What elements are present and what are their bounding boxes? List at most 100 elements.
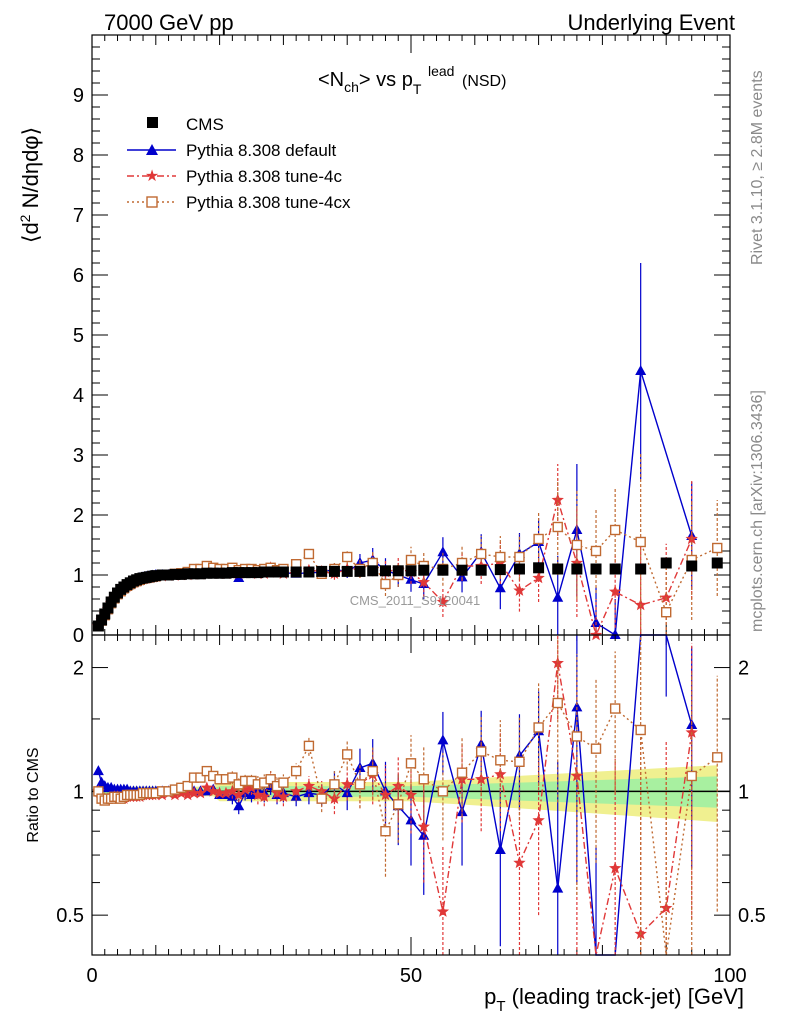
x-tick-label: 50 [400, 965, 422, 987]
legend-entry-default: Pythia 8.308 default [127, 141, 337, 160]
mcplots-label: mcplots.cern.ch [arXiv:1306.3436] [749, 390, 766, 632]
point-tune4cx [514, 551, 525, 563]
point-default [494, 582, 506, 593]
ratio-point-tune4c [379, 788, 392, 801]
ratio-point-tune4c [608, 861, 622, 874]
ratio-point-tune4c [494, 767, 507, 780]
point-cms [533, 562, 545, 574]
main-ylabel: ⟨d2 N/dηdφ⟩ [17, 127, 43, 243]
ratio-point-tune4c [436, 905, 450, 917]
point-tune4cx [635, 536, 646, 548]
ratio-point-tune4cx [712, 752, 723, 763]
ratio-y-tick-label-right: 0.5 [738, 905, 766, 927]
point-cms [341, 565, 353, 577]
legend-entry-cms: CMS [147, 115, 224, 134]
point-tune4c [417, 575, 430, 588]
point-tune4c [532, 571, 545, 584]
point-cms [207, 567, 219, 579]
xlabel-p: p [484, 984, 496, 1009]
legend-marker-default [146, 144, 158, 155]
y-tick-label: 1 [73, 565, 84, 587]
point-tune4cx [590, 545, 602, 557]
point-cms [290, 566, 302, 578]
ratio-point-tune4cx [227, 772, 238, 783]
ratio-point-tune4cx [533, 722, 544, 733]
legend-label-tune4c: Pythia 8.308 tune-4c [186, 167, 342, 186]
point-cms [239, 567, 251, 579]
x-tick-label: 100 [713, 965, 746, 987]
y-tick-label: 7 [73, 205, 84, 227]
point-cms [590, 563, 602, 575]
ratio-point-default [405, 814, 417, 825]
ratio-y-tick-label: 1 [73, 781, 84, 803]
legend-marker-cms [147, 117, 158, 128]
title-tail: (NSD) [462, 73, 506, 90]
title-vs: > vs p [359, 69, 413, 91]
y-tick-label: 6 [73, 265, 84, 287]
ratio-point-tune4c [207, 784, 220, 797]
point-tune4cx [609, 524, 621, 536]
point-cms [252, 567, 264, 579]
point-tune4cx [475, 548, 487, 560]
point-tune4cx [303, 548, 315, 560]
ratio-point-tune4cx [456, 767, 468, 778]
ratio-point-default [437, 734, 449, 745]
y-tick-label: 8 [73, 145, 84, 167]
ratio-point-tune4cx [354, 779, 366, 790]
ratio-point-tune4cx [437, 786, 449, 797]
xlabel-rest: (leading track-jet) [GeV] [506, 984, 744, 1009]
point-cms [660, 557, 672, 569]
ratio-point-tune4cx [265, 774, 276, 785]
point-cms [379, 565, 391, 577]
legend-marker-tune4c: ★ [145, 166, 159, 185]
ratio-point-tune4c [181, 788, 194, 801]
ratio-y-tick-label-right: 1 [738, 781, 749, 803]
ratio-point-tune4cx [367, 765, 378, 777]
ratio-point-tune4c [258, 790, 271, 803]
point-tune4cx [661, 607, 672, 618]
title-sup-lead: lead [428, 63, 454, 79]
ratio-point-default [571, 701, 583, 712]
y-tick-label: 2 [73, 505, 84, 527]
ratio-point-tune4cx [316, 793, 327, 804]
point-cms [405, 565, 417, 577]
legend-label-tune4cx: Pythia 8.308 tune-4cx [186, 193, 351, 212]
legend-entry-tune4c: ★ Pythia 8.308 tune-4c [127, 166, 342, 186]
point-cms [188, 568, 200, 580]
point-cms [271, 566, 283, 578]
point-cms [102, 602, 114, 614]
xlabel-sub: T [496, 998, 505, 1015]
y-tick-label: 4 [73, 385, 84, 407]
y-tick-label: 0 [73, 625, 84, 647]
ratio-line-tune4cx [97, 701, 718, 956]
point-cms [475, 564, 487, 576]
point-tune4c [589, 628, 603, 641]
point-cms [226, 567, 238, 579]
point-tune4c [436, 595, 450, 608]
y-tick-label: 3 [73, 445, 84, 467]
legend-marker-tune4cx [146, 196, 158, 208]
point-tune4cx [380, 578, 391, 590]
ratio-ylabel: Ratio to CMS [25, 747, 42, 842]
ratio-point-tune4cx [571, 731, 583, 742]
point-cms [456, 564, 468, 576]
ratio-point-tune4c [232, 788, 245, 801]
point-cms [201, 567, 213, 579]
point-cms [246, 567, 257, 579]
point-cms [513, 563, 525, 575]
ratio-point-tune4cx [290, 765, 302, 777]
ratio-point-tune4cx [303, 740, 315, 752]
point-cms [277, 566, 289, 578]
watermark: CMS_2011_S9120041 [350, 593, 481, 608]
point-cms [552, 563, 564, 575]
x-axis-label: pT (leading track-jet) [GeV] [484, 984, 744, 1015]
ratio-point-tune4c [238, 783, 252, 795]
ratio-point-tune4c [341, 777, 354, 790]
ratio-point-tune4cx [552, 697, 563, 709]
ratio-point-tune4c [194, 786, 207, 799]
x-tick-label: 0 [86, 965, 97, 987]
point-cms [163, 569, 175, 581]
rivet-label: Rivet 3.1.10, ≥ 2.8M events [749, 70, 766, 265]
svg-text:<Nch> vs pT: <Nch> vs pT [318, 69, 422, 97]
